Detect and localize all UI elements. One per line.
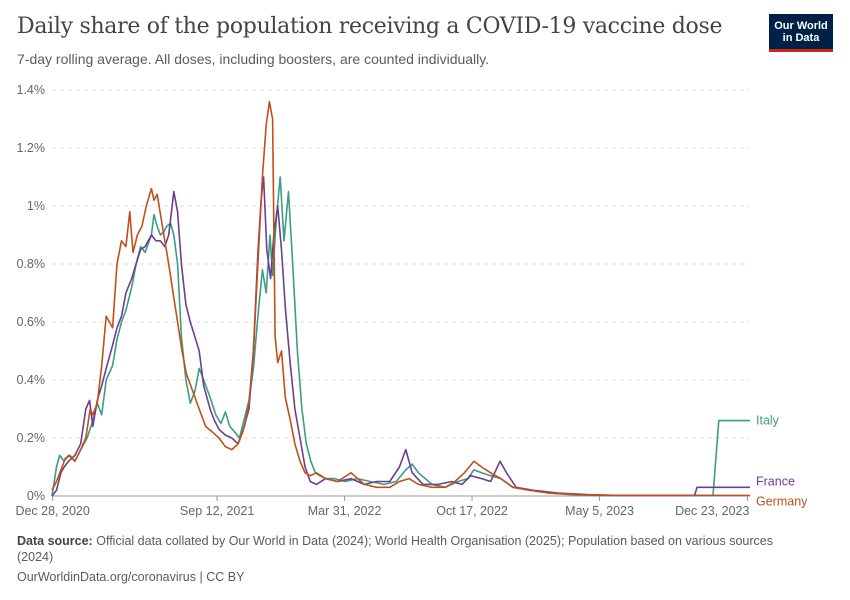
series-label-germany: Germany: [756, 494, 808, 508]
chart-subtitle: 7-day rolling average. All doses, includ…: [17, 51, 490, 67]
series-label-italy: Italy: [756, 414, 780, 428]
x-tick-label: Dec 28, 2020: [15, 504, 89, 518]
x-tick-label: May 5, 2023: [565, 504, 634, 518]
y-tick-label: 0.8%: [17, 257, 46, 271]
y-tick-label: 1%: [27, 199, 45, 213]
source-label: Data source:: [17, 534, 93, 548]
series-line-italy: [51, 176, 750, 497]
y-tick-label: 0.6%: [17, 315, 46, 329]
x-tick-label: Oct 17, 2022: [436, 504, 508, 518]
y-tick-label: 0%: [27, 489, 45, 503]
source-text: Official data collated by Our World in D…: [17, 534, 773, 564]
x-tick-label: Sep 12, 2021: [180, 504, 254, 518]
y-tick-label: 1.4%: [17, 83, 46, 97]
y-tick-label: 0.2%: [17, 431, 46, 445]
x-tick-label: Mar 31, 2022: [308, 504, 382, 518]
logo-line2: in Data: [782, 32, 820, 44]
y-tick-label: 1.2%: [17, 141, 46, 155]
logo-line1: Our World: [774, 20, 828, 32]
series-line-germany: [51, 100, 750, 497]
series-label-france: France: [756, 474, 795, 488]
y-tick-label: 0.4%: [17, 373, 46, 387]
x-tick-label: Dec 23, 2023: [675, 504, 749, 518]
footer-url[interactable]: OurWorldinData.org/coronavirus | CC BY: [17, 570, 245, 584]
owid-logo[interactable]: Our World in Data: [769, 14, 833, 52]
chart-title: Daily share of the population receiving …: [17, 14, 723, 39]
data-source-note: Data source: Official data collated by O…: [17, 533, 797, 565]
